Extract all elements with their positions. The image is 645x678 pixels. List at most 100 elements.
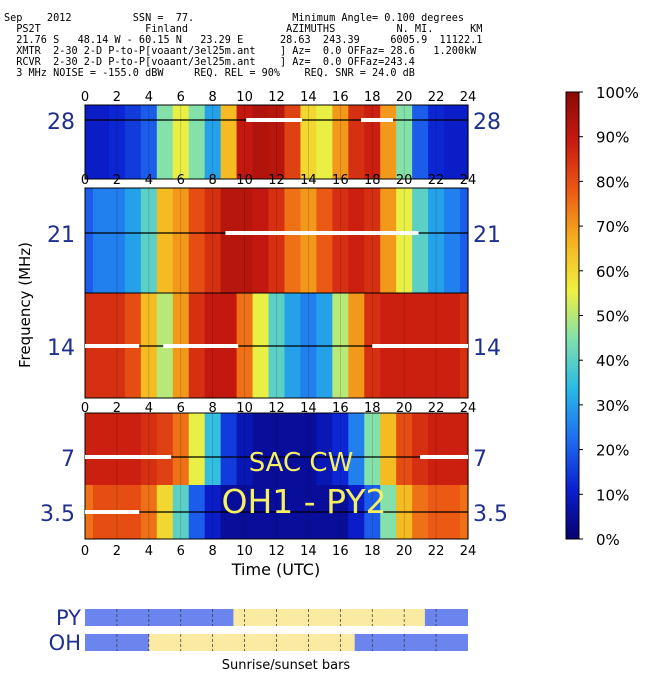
heat-cell	[300, 188, 317, 293]
heat-cell	[108, 413, 126, 485]
heat-cell	[252, 188, 270, 293]
heat-cell	[140, 105, 158, 179]
x-tick-label: 14	[300, 401, 317, 416]
x-tick-label: 20	[396, 544, 413, 559]
colorbar-tick-label: 90%	[596, 129, 629, 147]
panel-21-heat	[85, 188, 469, 293]
heat-cell	[460, 105, 469, 179]
heat-cell	[108, 188, 126, 293]
x-tick-label: 14	[300, 173, 317, 188]
heat-cell	[172, 105, 190, 179]
x-tick-label: 18	[364, 544, 381, 559]
heat-cell	[85, 105, 94, 179]
heat-cell	[188, 413, 206, 485]
band-label-left-28: 28	[47, 110, 75, 135]
colorbar-tick-label: 70%	[596, 218, 629, 236]
heat-cell	[396, 105, 413, 179]
heat-cell	[85, 188, 94, 293]
heat-cell	[108, 105, 126, 179]
x-tick-label: 18	[364, 173, 381, 188]
heat-cell	[348, 413, 365, 485]
heat-cell	[188, 188, 206, 293]
sun-bars-caption: Sunrise/sunset bars	[222, 658, 351, 673]
heat-cell	[172, 413, 190, 485]
colorbar-tick-label: 40%	[596, 352, 629, 370]
heat-cell	[316, 413, 333, 485]
heat-cell	[188, 105, 206, 179]
heat-cell	[268, 413, 286, 485]
heat-cell	[172, 188, 190, 293]
x-tick-label: 22	[428, 544, 445, 559]
x-tick-label: 24	[460, 401, 477, 416]
heat-cell	[364, 413, 381, 485]
sun-bar-label-PY: PY	[56, 606, 81, 630]
x-tick-label: 12	[268, 90, 285, 105]
x-tick-label: 20	[396, 401, 413, 416]
heat-cell	[380, 188, 397, 293]
sun-bar-day-OH	[148, 634, 355, 651]
sun-bar-day-PY	[233, 609, 425, 626]
heat-cell	[412, 188, 429, 293]
panel-7-heat	[85, 413, 469, 485]
x-tick-label: 6	[177, 90, 185, 105]
x-axis-label: Time (UTC)	[231, 560, 320, 579]
sun-bar-label-OH: OH	[49, 631, 81, 655]
heat-cell	[220, 413, 238, 485]
heat-cell	[428, 413, 445, 485]
x-tick-label: 18	[364, 401, 381, 416]
x-tick-label: 12	[268, 173, 285, 188]
heat-cell	[124, 105, 142, 179]
x-tick-label: 24	[460, 90, 477, 105]
heat-cell	[156, 413, 174, 485]
heat-cell	[252, 105, 270, 179]
heat-cell	[236, 413, 254, 485]
x-tick-label: 16	[332, 90, 349, 105]
colorbar-tick-label: 50%	[596, 308, 629, 326]
colorbar-tick-label: 100%	[596, 84, 639, 102]
heat-cell	[300, 105, 317, 179]
heat-cell	[92, 188, 110, 293]
colorbar-tick-label: 0%	[596, 531, 620, 549]
band-label-right-7: 7	[473, 447, 487, 472]
heat-cell	[444, 188, 461, 293]
band-label-right-14: 14	[473, 336, 501, 361]
band-label-left-7: 7	[61, 447, 75, 472]
heat-cell	[124, 413, 142, 485]
heat-cell	[460, 413, 469, 485]
mode-annotation: SAC CW	[249, 448, 354, 478]
heat-cell	[204, 105, 222, 179]
colorbar-tick-label: 80%	[596, 173, 629, 191]
heat-cell	[460, 188, 469, 293]
x-tick-label: 0	[81, 173, 89, 188]
heat-cell	[85, 413, 94, 485]
x-tick-label: 0	[81, 544, 89, 559]
band-label-right-3.5: 3.5	[473, 502, 508, 527]
x-tick-label: 4	[145, 90, 153, 105]
x-tick-label: 2	[113, 544, 121, 559]
y-axis-label: Frequency (MHz)	[16, 242, 34, 368]
prediction-header: Sep 2012 SSN = 77. Minimum Angle= 0.100 …	[0, 0, 645, 90]
colorbar-tick-label: 60%	[596, 263, 629, 281]
x-tick-label: 16	[332, 544, 349, 559]
band-label-right-28: 28	[473, 110, 501, 135]
heat-cell	[236, 105, 254, 179]
x-tick-label: 20	[396, 173, 413, 188]
x-tick-label: 0	[81, 401, 89, 416]
x-tick-label: 10	[236, 401, 253, 416]
heat-cell	[444, 105, 461, 179]
heat-cell	[268, 188, 286, 293]
panel-frame	[84, 104, 469, 180]
x-tick-label: 22	[428, 90, 445, 105]
x-tick-label: 8	[209, 173, 217, 188]
x-tick-label: 2	[113, 401, 121, 416]
heat-cell	[140, 188, 158, 293]
heat-cell	[236, 188, 254, 293]
x-tick-label: 6	[177, 544, 185, 559]
heat-cell	[348, 105, 365, 179]
heat-cell	[220, 105, 238, 179]
x-tick-label: 2	[113, 90, 121, 105]
heat-cell	[92, 105, 110, 179]
x-tick-label: 10	[236, 90, 253, 105]
heat-cell	[380, 105, 397, 179]
